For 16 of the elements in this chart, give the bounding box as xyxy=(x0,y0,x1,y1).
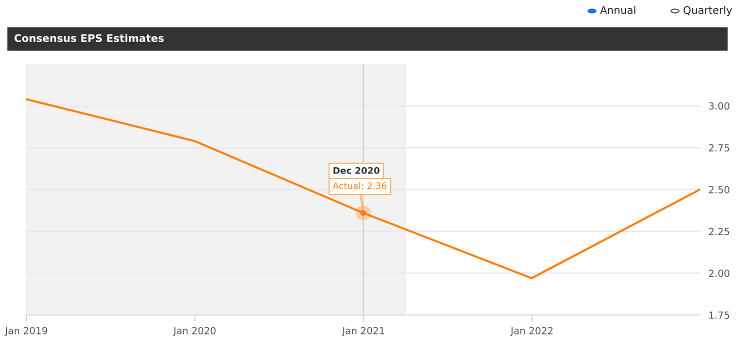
y-tick-label: 1.75 xyxy=(709,312,730,319)
y-tick-label: 2.25 xyxy=(709,228,730,236)
annotation: Dec 2020 xyxy=(334,167,380,174)
y-tick-label: 2.50 xyxy=(709,186,730,194)
x-tick-label: Jan 2022 xyxy=(510,326,553,336)
x-tick-label: Jan 2021 xyxy=(342,326,384,336)
chart-title: Consensus EPS Estimates xyxy=(14,34,164,42)
y-tick-label: 3.00 xyxy=(709,102,730,110)
y-tick-label: 2.00 xyxy=(709,270,730,277)
text: Quarterly xyxy=(684,6,732,16)
y-tick-label: 2.75 xyxy=(709,144,730,152)
x-tick-label: Jan 2020 xyxy=(172,326,216,336)
annotation: Actual: 2.36 xyxy=(332,182,386,190)
text: Annual xyxy=(600,6,636,14)
line-series xyxy=(26,98,700,280)
x-tick-label: Jan 2019 xyxy=(4,326,48,336)
